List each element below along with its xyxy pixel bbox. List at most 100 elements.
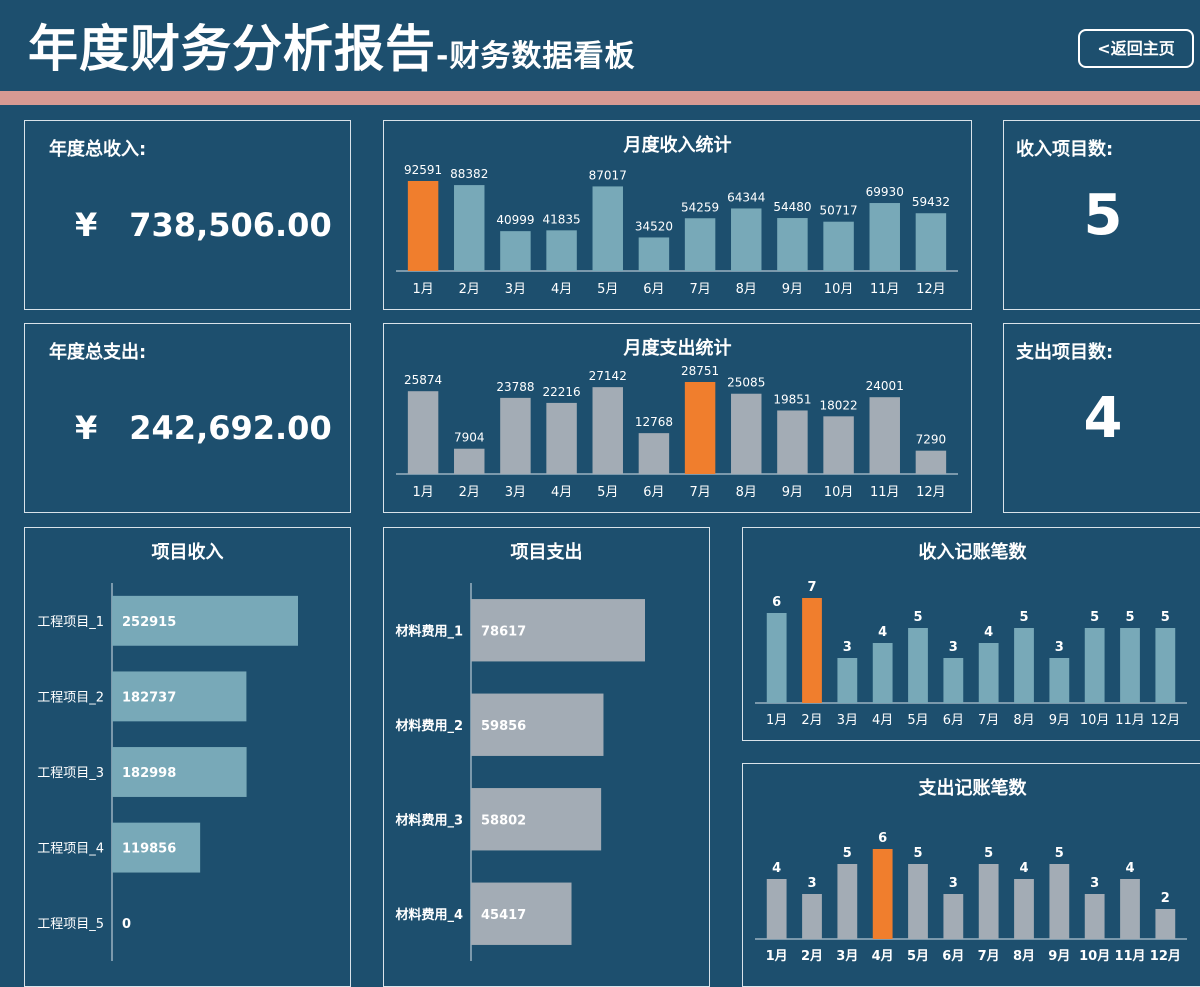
data-label-income-count-12: 5: [1161, 610, 1170, 625]
project-expense-chart-title: 项目支出: [510, 542, 583, 563]
category-label-project-expense-4: 材料费用_4: [395, 907, 463, 923]
category-label-expense-count-9: 9月: [1048, 949, 1070, 964]
data-label-income-count-8: 5: [1019, 610, 1028, 625]
expense-count-chart-panel: 支出记账笔数 4 1月 3 2月 5 3月 6 4月 5 5月 3 6月 5 7月 4 8月 5 9月 3 10月 4 1…: [742, 763, 1200, 987]
bar-monthly-income-7: [684, 218, 716, 271]
data-label-project-income-5: 0: [122, 917, 131, 932]
data-label-monthly-income-6: 34520: [635, 219, 673, 233]
bar-monthly-expense-7: [684, 382, 716, 474]
expense-items-label: 支出项目数:: [1016, 342, 1114, 363]
bar-expense-count-9: [1049, 864, 1070, 939]
bar-income-count-6: [943, 658, 964, 703]
bar-expense-count-12: [1155, 909, 1176, 939]
category-label-project-expense-3: 材料费用_3: [395, 812, 463, 828]
total-expense-card: 年度总支出: ¥242,692.00: [24, 323, 351, 513]
income-items-value: 5: [1083, 183, 1123, 248]
bar-expense-count-11: [1120, 879, 1140, 939]
data-label-expense-count-4: 6: [878, 831, 887, 846]
bar-monthly-expense-2: [454, 448, 485, 474]
data-label-monthly-income-9: 54480: [773, 200, 811, 214]
data-label-income-count-6: 3: [949, 640, 958, 655]
income-count-chart-title: 收入记账笔数: [918, 542, 1027, 563]
bar-project-expense-4: [471, 882, 572, 945]
project-income-chart-title: 项目收入: [151, 542, 224, 563]
currency-symbol: ¥: [75, 409, 98, 447]
expense-items-card: 支出项目数: 4: [1003, 323, 1200, 513]
data-label-monthly-expense-6: 12768: [635, 415, 673, 429]
bar-monthly-income-12: [915, 213, 947, 271]
data-label-project-income-4: 119856: [122, 842, 176, 857]
total-income-card: 年度总收入: ¥738,506.00: [24, 120, 351, 310]
category-label-income-count-2: 2月: [801, 713, 822, 728]
bar-income-count-2: [802, 598, 822, 703]
category-label-income-count-10: 10月: [1080, 713, 1110, 728]
data-label-expense-count-5: 5: [913, 846, 922, 861]
category-label-expense-count-2: 2月: [801, 949, 823, 964]
category-label-monthly-income-4: 4月: [551, 282, 572, 297]
bar-income-count-8: [1014, 628, 1034, 703]
monthly-income-chart-title: 月度收入统计: [623, 135, 732, 156]
data-label-monthly-income-12: 59432: [912, 195, 950, 209]
bar-project-income-1: [112, 595, 298, 646]
bar-expense-count-10: [1084, 894, 1105, 939]
data-label-monthly-expense-3: 23788: [496, 380, 534, 394]
bar-income-count-5: [908, 628, 928, 703]
data-label-project-expense-3: 58802: [481, 813, 526, 828]
bar-monthly-expense-8: [731, 393, 762, 474]
category-label-monthly-expense-3: 3月: [505, 485, 526, 500]
data-label-expense-count-3: 5: [843, 846, 852, 861]
bar-income-count-1: [766, 613, 787, 703]
category-label-monthly-expense-10: 10月: [824, 485, 854, 500]
category-label-income-count-4: 4月: [872, 713, 893, 728]
category-label-monthly-income-9: 9月: [782, 282, 803, 297]
income-items-card: 收入项目数: 5: [1003, 120, 1200, 310]
income-count-chart-panel: 收入记账笔数 6 1月 7 2月 3 3月 4 4月 5 5月 3 6月 4 7月 5 8月 3 9月 5 10月 5 1…: [742, 527, 1200, 741]
total-expense-value: 242,692.00: [129, 409, 332, 447]
category-label-project-income-4: 工程项目_4: [37, 842, 104, 857]
data-label-project-income-1: 252915: [122, 615, 176, 630]
data-label-monthly-income-8: 64344: [727, 190, 765, 204]
category-label-income-count-6: 6月: [943, 713, 964, 728]
data-label-monthly-expense-9: 19851: [773, 392, 811, 406]
project-expense-chart-panel: 项目支出 78617 材料费用_1 59856 材料费用_2 58802 材料费用_3 45…: [383, 527, 710, 987]
income-items-label: 收入项目数:: [1016, 139, 1114, 160]
category-label-income-count-3: 3月: [837, 713, 858, 728]
data-label-monthly-expense-1: 25874: [404, 373, 442, 387]
data-label-expense-count-6: 3: [949, 876, 958, 891]
category-label-monthly-income-11: 11月: [870, 282, 900, 297]
data-label-monthly-income-3: 40999: [496, 213, 534, 227]
category-label-income-count-11: 11月: [1115, 713, 1145, 728]
title-main-text: 年度财务分析报告: [28, 20, 436, 78]
category-label-monthly-expense-8: 8月: [736, 485, 757, 500]
category-label-monthly-expense-2: 2月: [459, 485, 480, 500]
data-label-monthly-income-2: 88382: [450, 167, 488, 181]
category-label-monthly-expense-6: 6月: [643, 485, 664, 500]
data-label-income-count-4: 4: [878, 625, 887, 640]
bar-monthly-income-10: [823, 221, 854, 271]
expense-items-value: 4: [1083, 386, 1123, 451]
data-label-income-count-3: 3: [843, 640, 852, 655]
back-home-button[interactable]: <返回主页: [1078, 29, 1194, 68]
data-label-expense-count-7: 5: [984, 846, 993, 861]
category-label-monthly-income-1: 1月: [412, 282, 433, 297]
data-label-income-count-9: 3: [1055, 640, 1064, 655]
monthly-expense-chart-title: 月度支出统计: [623, 338, 732, 359]
bar-income-count-3: [837, 658, 858, 703]
category-label-monthly-income-8: 8月: [736, 282, 757, 297]
monthly-income-chart-panel: 月度收入统计 92591 1月 88382 2月 40999 3月 41835 4月 87017…: [383, 120, 972, 310]
total-expense-label: 年度总支出:: [49, 342, 147, 363]
bar-project-income-4: [112, 822, 201, 873]
category-label-monthly-income-5: 5月: [597, 282, 618, 297]
category-label-project-income-5: 工程项目_5: [37, 917, 104, 932]
income-count-chart: 6 1月 7 2月 3 3月 4 4月 5 5月 3 6月 4 7月 5 8月 3 9月 5 10月 5 11月 5 12月: [755, 580, 1187, 728]
expense-count-chart: 4 1月 3 2月 5 3月 6 4月 5 5月 3 6月 5 7月 4 8月 5 9月 3 10月 4 11月 2 12月: [755, 831, 1187, 964]
data-label-project-income-3: 182998: [122, 766, 176, 781]
project-income-chart: 252915 工程项目_1 182737 工程项目_2 182998 工程项目_3 1198…: [37, 583, 298, 961]
category-label-monthly-expense-12: 12月: [916, 485, 946, 500]
category-label-project-expense-2: 材料费用_2: [395, 718, 463, 734]
bar-monthly-income-1: [407, 181, 439, 271]
data-label-monthly-expense-12: 7290: [916, 433, 947, 447]
category-label-monthly-income-2: 2月: [459, 282, 480, 297]
category-label-project-income-3: 工程项目_3: [37, 766, 104, 781]
monthly-expense-chart-panel: 月度支出统计 25874 1月 7904 2月 23788 3月 22216 4月 27142 5…: [383, 323, 972, 513]
